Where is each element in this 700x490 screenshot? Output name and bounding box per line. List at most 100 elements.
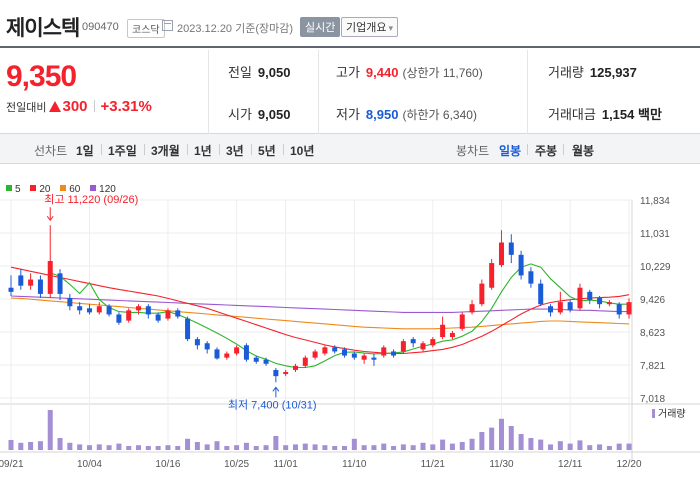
prev-close-label: 전일 — [228, 65, 252, 80]
divider — [527, 144, 528, 155]
legend-swatch — [30, 185, 37, 191]
candle — [57, 273, 63, 294]
x-tick-label: 10/04 — [77, 459, 102, 470]
candle — [498, 242, 504, 266]
volume-bar — [165, 445, 171, 450]
volume-bar — [18, 442, 24, 450]
volume-bar — [224, 446, 230, 450]
line-chart-label: 선차트 — [34, 144, 68, 158]
legend-label: 20 — [39, 184, 51, 195]
candle — [371, 357, 377, 360]
candle — [616, 304, 622, 315]
divider — [93, 100, 95, 112]
tab-3m[interactable]: 3개월 — [151, 144, 180, 158]
volume-bar — [292, 444, 298, 450]
candle — [204, 343, 210, 350]
chart-grid — [0, 199, 700, 460]
tab-weekly[interactable]: 주봉 — [535, 144, 558, 158]
candle — [263, 359, 269, 364]
volume-bar — [106, 445, 112, 450]
x-tick-label: 12/20 — [616, 459, 641, 470]
candle — [449, 332, 455, 338]
up-arrow-icon — [49, 101, 62, 112]
low-price: 저가 8,950 (하한가 6,340) — [336, 104, 477, 123]
volume-bars — [8, 410, 632, 450]
axis-labels: 11,834 11,031 10,229 9,426 8,623 7,821 7,018 09… — [0, 193, 686, 470]
divider — [208, 50, 209, 134]
volume-bar — [126, 446, 132, 450]
tab-5y[interactable]: 5년 — [258, 144, 276, 158]
volume-bar — [253, 446, 259, 450]
volume-bar — [273, 436, 279, 450]
candle — [116, 314, 122, 323]
tab-1w[interactable]: 1주일 — [108, 144, 137, 158]
open-price: 시가 9,050 — [228, 104, 290, 123]
candle — [626, 302, 632, 315]
y-tick-label: 11,834 — [640, 196, 670, 207]
lower-limit: (하한가 6,340) — [402, 108, 477, 122]
company-info-dropdown[interactable]: 기업개요 ▾ — [341, 17, 399, 37]
volume-bar — [626, 443, 632, 450]
volume-bar — [28, 442, 34, 450]
candle — [567, 302, 573, 311]
x-tick-label: 11/01 — [274, 459, 299, 470]
volume-bar — [597, 444, 603, 450]
candle — [8, 287, 14, 292]
open-value: 9,050 — [257, 107, 291, 122]
volume-bar — [263, 445, 269, 450]
volume-bar — [410, 445, 416, 450]
x-tick-label: 11/30 — [489, 459, 514, 470]
legend-ma5: 5 — [6, 184, 21, 195]
volume-bar — [116, 443, 122, 450]
ma-legend: 5 20 60 120 — [6, 184, 123, 195]
realtime-button[interactable]: 실시간 — [300, 17, 341, 37]
quote-date: 2023.12.20 기준(장마감) — [177, 23, 294, 35]
price-chart[interactable]: 11,834 11,031 10,229 9,426 8,623 7,821 7,018 09… — [0, 188, 700, 490]
chart-period-tabs: 선차트 1일 1주일 3개월 1년 3년 5년 10년 봉차트 일봉 주봉 월봉 — [0, 134, 700, 164]
change-row: 전일대비 300 +3.31% — [6, 98, 152, 115]
candle — [518, 254, 524, 276]
change-label: 전일대비 — [6, 102, 47, 114]
volume-bar — [155, 446, 161, 450]
legend-swatch — [6, 185, 12, 191]
volume-bar — [587, 445, 593, 450]
tab-1d[interactable]: 1일 — [76, 144, 94, 158]
tab-monthly[interactable]: 월봉 — [572, 144, 595, 158]
tab-1y[interactable]: 1년 — [194, 144, 212, 158]
volume-bar — [312, 444, 318, 450]
volume-bar — [47, 410, 53, 450]
candle — [47, 261, 53, 294]
volume-bar — [175, 446, 181, 450]
candle — [342, 349, 348, 356]
divider — [283, 144, 284, 155]
calendar-icon — [162, 20, 173, 31]
volume-bar — [77, 444, 83, 450]
volume-bar — [420, 442, 426, 450]
volume-bar — [136, 445, 142, 450]
x-tick-label: 11/21 — [421, 459, 446, 470]
volume-bar — [67, 442, 73, 450]
divider — [187, 144, 188, 155]
legend-label: 60 — [69, 184, 81, 195]
legend-label: 5 — [15, 184, 21, 195]
candle — [410, 339, 416, 344]
candle — [136, 306, 142, 311]
high-value: 9,440 — [365, 65, 399, 80]
candle — [194, 339, 200, 346]
tab-3y[interactable]: 3년 — [226, 144, 244, 158]
volume-bar — [538, 439, 544, 450]
candles — [8, 225, 632, 383]
volume-bar — [96, 444, 102, 450]
volume-bar — [489, 427, 495, 450]
divider — [101, 144, 102, 155]
volume-bar — [371, 445, 377, 450]
ma-line-20 — [10, 266, 630, 355]
tab-daily[interactable]: 일봉 — [499, 144, 522, 158]
volume-bar — [381, 443, 387, 450]
candle — [420, 343, 426, 350]
volume-label: 거래량 — [548, 65, 584, 80]
candle — [312, 351, 318, 358]
candle — [18, 275, 24, 286]
volume-bar — [479, 432, 485, 450]
tab-10y[interactable]: 10년 — [290, 144, 315, 158]
